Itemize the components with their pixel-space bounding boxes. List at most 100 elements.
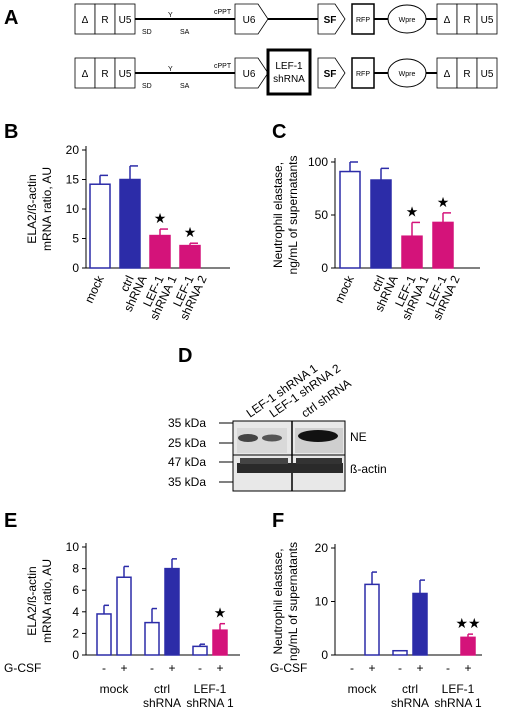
significance-star-f: ★★ — [455, 615, 480, 631]
bar-c — [370, 179, 392, 269]
group-label-e: shRNA — [143, 696, 181, 710]
chart-e: E 0 2 4 6 8 10 ELA2/ß-actin mRNA ratio, AU G-CSF -… — [4, 510, 240, 710]
group-label-f: LEF-1 — [442, 682, 475, 696]
ltr3-u5: U5 — [481, 15, 494, 26]
chart-b: B 0 5 10 15 20 ELA2/ß-actin mRNA ratio, AU mock c… — [4, 121, 230, 322]
label-u6-2: U6 — [243, 69, 256, 80]
label-y: Y — [168, 12, 173, 19]
label-wpre: Wpre — [399, 17, 416, 24]
y-tick-label-e: 10 — [66, 540, 80, 554]
chart-f: F 0 10 20 Neutrophil elastase, ng/mL of super… — [270, 510, 482, 710]
ltr2-u5: U5 — [119, 69, 132, 80]
y-tick-label-e: 8 — [72, 562, 79, 576]
kda-47: 47 kDa — [168, 455, 206, 469]
bar-f — [364, 583, 380, 656]
kda-35-bottom: 35 kDa — [168, 475, 206, 489]
treatment-sign-e: + — [168, 661, 175, 675]
label-u6: U6 — [243, 15, 256, 26]
ltr2-delta: Δ — [82, 69, 89, 80]
treatment-sign-f: + — [368, 661, 375, 675]
vector-map-shrna: Δ R U5 SD SA Y cPPT U6 LEF-1 shRNA SF RF… — [74, 48, 498, 96]
significance-star-b: ★ — [154, 210, 167, 226]
bar-b — [89, 183, 111, 269]
bar-e — [116, 576, 132, 656]
label-sa-2: SA — [180, 83, 190, 90]
ltr3-r: R — [463, 15, 470, 26]
label-cppt: cPPT — [214, 9, 232, 16]
y-tick-label-e: 4 — [72, 605, 79, 619]
label-cppt-2: cPPT — [214, 63, 232, 70]
bar-b — [179, 244, 201, 269]
panel-letter-b: B — [4, 121, 18, 143]
y-tick-label-b: 15 — [66, 173, 80, 187]
y-tick-label-f: 20 — [315, 541, 329, 555]
label-sd: SD — [142, 29, 152, 36]
y-tick-label-c: 0 — [321, 261, 328, 275]
group-label-f: shRNA 1 — [434, 696, 482, 710]
y-axis-label-b: ELA2/ß-actin — [25, 174, 39, 243]
treatment-label-e: G-CSF — [4, 661, 41, 675]
bar-f — [392, 649, 408, 656]
treatment-sign-f: - — [350, 661, 354, 675]
treatment-sign-f: - — [398, 661, 402, 675]
ltr4-u5: U5 — [481, 69, 494, 80]
ltr-u5: U5 — [119, 15, 132, 26]
treatment-sign-e: + — [216, 661, 223, 675]
group-label-e: ctrl — [154, 682, 170, 696]
treatment-sign-e: + — [120, 661, 127, 675]
y-axis-label-2-b: mRNA ratio, AU — [40, 167, 54, 251]
group-label-e: LEF-1 — [194, 682, 227, 696]
ltr-r: R — [101, 15, 108, 26]
category-label-b: mock — [82, 272, 107, 305]
bar-e — [96, 613, 112, 656]
blot — [232, 420, 346, 492]
vector-map-control: Δ R U5 SD SA Y cPPT U6 SF RFP Wpre Δ R U… — [74, 3, 498, 36]
y-tick-label-b: 10 — [66, 202, 80, 216]
band-label-ne: NE — [350, 430, 367, 444]
ltr4-r: R — [463, 69, 470, 80]
bar-e — [192, 645, 208, 656]
panel-letter-c: C — [272, 121, 286, 143]
treatment-sign-f: - — [446, 661, 450, 675]
y-axis-label-f: Neutrophil elastase, — [271, 548, 285, 654]
y-tick-label-b: 20 — [66, 143, 80, 157]
y-tick-label-c: 100 — [308, 155, 328, 169]
y-tick-label-e: 0 — [72, 648, 79, 662]
y-tick-label-f: 10 — [315, 595, 329, 609]
label-y-2: Y — [168, 66, 173, 73]
y-axis-label-2-f: ng/mL of supernatants — [286, 542, 300, 661]
bar-f — [412, 592, 428, 656]
bar-c — [432, 221, 454, 269]
treatment-sign-f: + — [464, 661, 471, 675]
category-label-c: mock — [332, 272, 357, 305]
label-sf-2: SF — [324, 69, 337, 80]
label-sa: SA — [180, 29, 190, 36]
y-tick-label-e: 2 — [72, 626, 79, 640]
group-label-f: shRNA — [391, 696, 429, 710]
panel-letter-f: F — [272, 510, 284, 532]
bar-b — [119, 178, 141, 269]
y-axis-label-e: ELA2/ß-actin — [25, 566, 39, 635]
ltr4-delta: Δ — [444, 69, 451, 80]
label-wpre-2: Wpre — [399, 71, 416, 78]
y-tick-label-b: 5 — [72, 232, 79, 246]
panel-letter-e: E — [4, 510, 17, 532]
bar-c — [401, 235, 423, 269]
treatment-sign-e: - — [198, 661, 202, 675]
significance-star-c: ★ — [437, 194, 450, 210]
bar-e — [212, 629, 228, 656]
treatment-sign-f: + — [416, 661, 423, 675]
kda-25: 25 kDa — [168, 436, 206, 450]
y-tick-label-f: 0 — [321, 648, 328, 662]
bar-c — [339, 170, 361, 269]
panel-letter-a: A — [4, 7, 18, 29]
label-rfp: RFP — [356, 17, 370, 24]
label-insert-1: LEF-1 — [275, 61, 303, 72]
bar-e — [144, 621, 160, 656]
bar-e — [164, 567, 180, 656]
category-label-c: ctrl — [368, 273, 387, 293]
significance-star-e: ★ — [214, 605, 227, 621]
ltr-delta: Δ — [82, 15, 89, 26]
bar-f — [460, 636, 476, 656]
